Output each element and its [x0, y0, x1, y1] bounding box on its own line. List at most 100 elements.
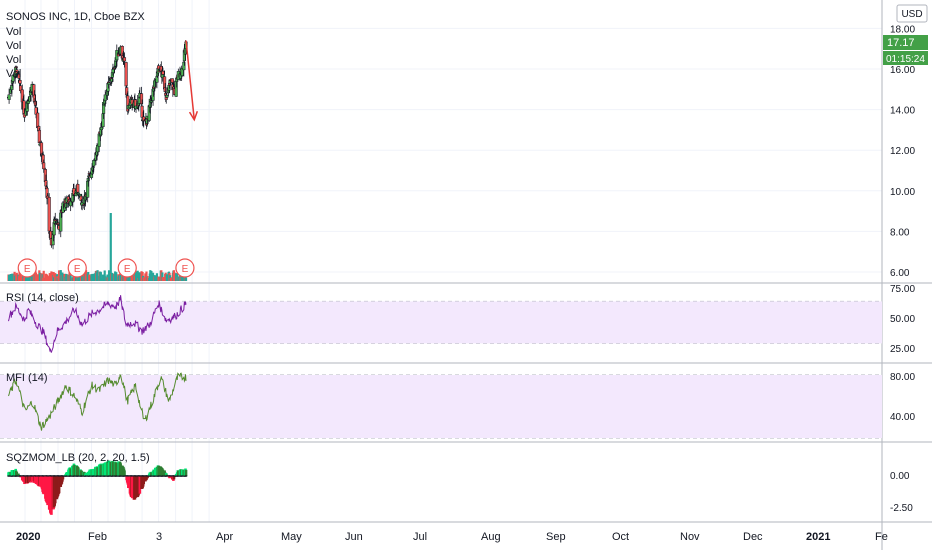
volume-bar	[169, 277, 172, 281]
projection-arrow	[185, 40, 199, 122]
volume-bar	[96, 270, 99, 281]
candle	[149, 100, 153, 103]
squeeze-bar	[15, 471, 19, 476]
time-label: Aug	[481, 531, 501, 543]
candle	[76, 192, 80, 195]
volume-bar	[46, 276, 49, 281]
squeeze-bar	[84, 472, 88, 476]
volume-bar	[138, 273, 141, 281]
volume-bar	[109, 213, 112, 281]
squeeze-bar	[57, 476, 61, 494]
arrow-head	[188, 111, 199, 122]
earnings-letter: E	[24, 264, 31, 275]
volume-label: Vol	[6, 26, 21, 38]
candle	[139, 93, 144, 104]
currency-label: USD	[901, 9, 922, 20]
volume-bar	[73, 273, 76, 281]
candle	[18, 80, 22, 84]
volume-bar	[81, 272, 84, 281]
arrow-shaft	[185, 40, 196, 120]
price-tick: 6.00	[890, 268, 910, 279]
earnings-marker[interactable]: E	[17, 258, 37, 278]
squeeze-bar	[61, 476, 65, 480]
time-label: May	[281, 531, 302, 543]
last-price-value: 17.17	[887, 37, 915, 49]
mfi-tick: 80.00	[890, 372, 915, 383]
volume-bar	[58, 270, 61, 281]
squeeze-bar	[23, 476, 26, 485]
squeeze-bar	[150, 472, 153, 476]
rsi-line	[8, 295, 187, 354]
earnings-marker[interactable]: E	[117, 258, 137, 278]
volume-bar	[154, 276, 157, 281]
volume-label: Vol	[6, 68, 21, 80]
candle	[124, 62, 128, 87]
squeeze-bar	[77, 467, 80, 476]
mfi-line	[8, 372, 187, 431]
squeeze-bar	[50, 476, 53, 515]
volume-bar	[92, 273, 95, 281]
squeeze-bar	[172, 476, 176, 480]
volume-bar	[119, 275, 122, 281]
price-tick: 12.00	[890, 146, 915, 157]
candle	[122, 57, 127, 62]
squeeze-bar	[80, 471, 84, 476]
candle	[53, 218, 57, 224]
candle	[76, 183, 80, 193]
volume-label: Vol	[6, 54, 21, 66]
squeeze-bar	[27, 476, 30, 483]
rsi-tick: 50.00	[890, 314, 915, 325]
volume-bar	[7, 274, 11, 281]
squeeze-bar	[115, 462, 119, 476]
candle	[53, 219, 57, 222]
price-tick: 16.00	[890, 65, 915, 76]
mfi-series-line	[8, 372, 187, 431]
candle	[170, 78, 174, 83]
price-axis-ticks: 18.00 16.00 14.00 12.00 10.00 8.00 6.00	[890, 24, 915, 279]
sqz-tick: -2.50	[890, 503, 913, 514]
squeeze-bar	[111, 461, 115, 476]
volume-bar	[165, 274, 168, 281]
volume-bar	[100, 277, 103, 281]
squeeze-bar	[134, 476, 138, 498]
earnings-marker[interactable]: E	[67, 258, 87, 278]
squeeze-bar	[53, 476, 57, 504]
squeeze-bar	[142, 476, 146, 485]
squeeze-bar	[161, 469, 165, 476]
candle	[86, 178, 90, 182]
mfi-band	[0, 375, 882, 438]
currency-button[interactable]: USD	[896, 4, 928, 23]
squeeze-bar	[100, 464, 103, 476]
sqz-tick: 0.00	[890, 471, 910, 482]
volume-bar	[146, 276, 149, 281]
candle	[101, 113, 105, 127]
squeeze-bar	[107, 460, 111, 476]
squeeze-bar	[92, 468, 96, 476]
squeeze-bar	[184, 469, 188, 476]
squeeze-bar	[127, 476, 130, 489]
earnings-letter: E	[124, 264, 131, 275]
squeeze-bar	[165, 474, 169, 476]
candle	[111, 69, 115, 73]
volume-bar	[19, 276, 22, 281]
volume-bar	[177, 276, 180, 281]
time-label: Fe	[875, 531, 888, 543]
candle	[130, 97, 134, 99]
time-label: Oct	[612, 531, 629, 543]
chart-title: SONOS INC, 1D, Cboe BZX	[6, 11, 145, 23]
squeeze-bar	[73, 464, 76, 476]
candle	[110, 78, 114, 82]
squeeze-bar	[69, 468, 72, 476]
candle	[26, 100, 30, 104]
mfi-tick: 40.00	[890, 412, 915, 423]
volume-bar	[104, 276, 107, 281]
volume-bar	[88, 276, 91, 281]
earnings-marker[interactable]: E	[175, 258, 195, 278]
price-tick: 18.00	[890, 24, 915, 35]
volume-bar	[84, 270, 88, 281]
squeeze-bar	[17, 473, 20, 476]
volume-bar	[54, 273, 57, 281]
volume-bar	[69, 275, 72, 281]
volume-bar	[131, 273, 134, 281]
